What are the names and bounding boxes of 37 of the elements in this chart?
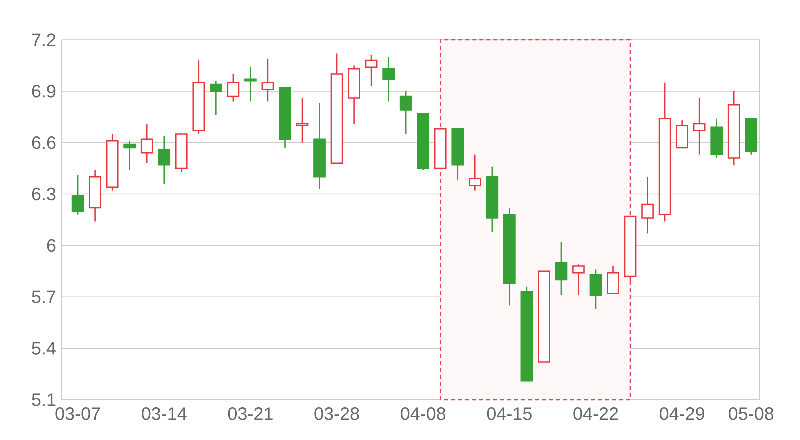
y-tick-label: 6.9 (32, 85, 56, 98)
y-tick-label: 6.6 (32, 136, 56, 150)
x-tick-label: 03-14 (142, 408, 187, 420)
x-tick-label: 05-08 (729, 408, 774, 420)
candlestick (400, 90, 412, 135)
candlestick (693, 98, 706, 156)
candlestick (210, 80, 222, 116)
y-tick-label: 7.2 (32, 34, 56, 46)
candlestick (572, 264, 585, 296)
candlestick (140, 123, 154, 164)
candlestick (468, 154, 482, 192)
candlestick (676, 120, 688, 149)
candlestick (555, 242, 568, 296)
candlestick (296, 98, 309, 144)
x-tick-label: 04-22 (574, 408, 618, 420)
candlestick (262, 58, 274, 102)
candlestick (158, 135, 171, 185)
x-tick-label: 03-07 (56, 408, 100, 420)
candlestick (244, 66, 257, 102)
x-tick-label: 04-29 (660, 408, 704, 420)
candlestick (72, 174, 84, 216)
candlestick (590, 269, 602, 310)
y-tick-label: 6.3 (32, 188, 56, 201)
x-tick-label: 03-28 (314, 408, 360, 420)
candlestick (642, 176, 654, 234)
y-tick-label: 5.1 (32, 394, 56, 406)
candlestick (227, 74, 240, 102)
candlestick (607, 266, 620, 294)
candlestick (124, 140, 136, 171)
x-tick-label: 04-08 (401, 408, 446, 420)
candlestick (365, 54, 378, 87)
x-tick-label: 04-15 (487, 408, 532, 420)
y-tick-label: 6 (47, 239, 56, 252)
y-tick-label: 5.7 (32, 290, 56, 304)
x-tick-label: 03-21 (228, 408, 273, 420)
y-tick-label: 5.4 (32, 342, 56, 355)
candlestick (382, 56, 395, 102)
